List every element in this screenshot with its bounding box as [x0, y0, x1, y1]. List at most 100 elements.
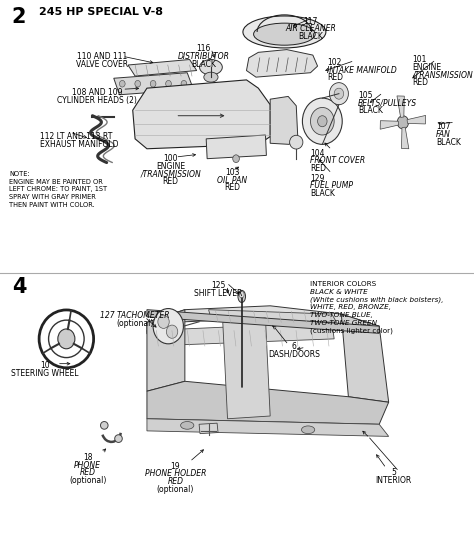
Text: FRONT COVER: FRONT COVER	[310, 156, 365, 165]
Text: 110 AND 111: 110 AND 111	[77, 52, 127, 61]
Circle shape	[233, 155, 239, 163]
Text: 101: 101	[412, 55, 427, 64]
Text: 104: 104	[310, 149, 325, 158]
Text: DASH/DOORS: DASH/DOORS	[268, 349, 320, 358]
Polygon shape	[397, 96, 404, 117]
Polygon shape	[147, 310, 185, 391]
Ellipse shape	[200, 60, 222, 75]
Ellipse shape	[301, 426, 315, 434]
Text: RED: RED	[224, 183, 240, 192]
Ellipse shape	[204, 72, 218, 82]
Ellipse shape	[290, 136, 303, 149]
Ellipse shape	[100, 422, 108, 429]
Text: 100: 100	[164, 154, 178, 163]
Ellipse shape	[239, 291, 244, 298]
Ellipse shape	[181, 422, 194, 429]
Text: RED: RED	[412, 78, 428, 87]
Polygon shape	[147, 306, 379, 337]
Text: DISTRIBUTOR: DISTRIBUTOR	[178, 52, 230, 61]
Text: FUEL PUMP: FUEL PUMP	[310, 181, 354, 190]
Text: 103: 103	[225, 168, 239, 177]
Text: FAN: FAN	[436, 130, 451, 139]
Text: 117: 117	[303, 17, 318, 25]
Text: EXHAUST MANIFOLD: EXHAUST MANIFOLD	[40, 140, 119, 149]
Text: PHONE HOLDER: PHONE HOLDER	[145, 469, 206, 478]
Circle shape	[310, 107, 334, 135]
Circle shape	[166, 80, 172, 87]
Text: (optional): (optional)	[157, 485, 194, 494]
Polygon shape	[147, 322, 334, 346]
Text: /TRANSMISSION: /TRANSMISSION	[140, 170, 201, 179]
Text: 19: 19	[171, 462, 180, 471]
Text: 125: 125	[211, 281, 225, 290]
Text: CYLINDER HEADS (2): CYLINDER HEADS (2)	[57, 96, 137, 105]
Text: 107: 107	[436, 122, 451, 131]
Text: BLACK: BLACK	[191, 60, 216, 68]
Circle shape	[329, 83, 348, 105]
Circle shape	[334, 88, 344, 99]
Text: SPRAY WITH GRAY PRIMER: SPRAY WITH GRAY PRIMER	[9, 194, 96, 200]
Text: BLACK: BLACK	[436, 138, 461, 147]
Polygon shape	[133, 80, 270, 149]
Text: (White cushions with black bolsters),: (White cushions with black bolsters),	[310, 296, 444, 303]
Text: WHITE, RED, BRONZE,: WHITE, RED, BRONZE,	[310, 304, 392, 310]
Text: 108 AND 109: 108 AND 109	[72, 88, 122, 97]
Text: (optional): (optional)	[117, 319, 154, 328]
Ellipse shape	[115, 435, 122, 442]
Text: 129: 129	[310, 174, 325, 182]
Text: (cushions lighter color): (cushions lighter color)	[310, 327, 393, 334]
Text: RED: RED	[310, 164, 327, 173]
Polygon shape	[407, 115, 426, 124]
Text: BLACK: BLACK	[358, 106, 383, 115]
Text: (optional): (optional)	[69, 476, 106, 485]
Polygon shape	[270, 96, 298, 144]
Circle shape	[119, 80, 125, 87]
Polygon shape	[206, 135, 266, 159]
Text: BLACK & WHITE: BLACK & WHITE	[310, 289, 368, 295]
Polygon shape	[114, 73, 193, 95]
Text: BELTS/PULLEYS: BELTS/PULLEYS	[358, 99, 417, 107]
Ellipse shape	[238, 290, 246, 302]
Circle shape	[166, 325, 178, 338]
Text: 4: 4	[12, 277, 27, 297]
Text: OIL PAN: OIL PAN	[217, 176, 247, 185]
Polygon shape	[147, 310, 379, 333]
Circle shape	[318, 116, 327, 127]
Polygon shape	[147, 381, 389, 424]
Text: 105: 105	[358, 91, 373, 100]
Text: 127 TACHOMETER: 127 TACHOMETER	[100, 311, 170, 320]
Circle shape	[158, 315, 169, 328]
Text: NOTE:: NOTE:	[9, 171, 30, 177]
Circle shape	[135, 80, 140, 87]
Text: THEN PAINT WITH COLOR.: THEN PAINT WITH COLOR.	[9, 202, 95, 208]
Polygon shape	[223, 318, 270, 419]
Ellipse shape	[243, 16, 326, 48]
Text: PHONE: PHONE	[74, 461, 101, 469]
Text: BLACK: BLACK	[298, 32, 323, 41]
Text: 112 LT AND 113 RT: 112 LT AND 113 RT	[40, 132, 113, 141]
Text: ENGINE MAY BE PAINTED OR: ENGINE MAY BE PAINTED OR	[9, 179, 103, 185]
Text: 10: 10	[40, 361, 50, 370]
Circle shape	[302, 98, 342, 144]
Polygon shape	[209, 310, 337, 322]
Text: 2: 2	[12, 7, 27, 26]
Text: INTERIOR: INTERIOR	[375, 476, 411, 485]
Text: 6: 6	[292, 342, 296, 350]
Text: TWO-TONE BLUE,: TWO-TONE BLUE,	[310, 312, 374, 318]
Ellipse shape	[254, 23, 315, 45]
Text: LEFT CHROME: TO PAINT, 1ST: LEFT CHROME: TO PAINT, 1ST	[9, 186, 108, 192]
Circle shape	[58, 329, 75, 349]
Circle shape	[181, 80, 187, 87]
Text: RED: RED	[163, 177, 179, 186]
Polygon shape	[246, 50, 318, 77]
Text: TWO-TONE GREEN: TWO-TONE GREEN	[310, 320, 377, 326]
Polygon shape	[380, 121, 399, 129]
Text: SHIFT LEVER: SHIFT LEVER	[194, 289, 242, 298]
Text: /TRANSMISSION: /TRANSMISSION	[412, 71, 473, 79]
Text: RED: RED	[80, 468, 96, 477]
Text: RED: RED	[327, 73, 343, 82]
Polygon shape	[341, 314, 389, 402]
Text: BLACK: BLACK	[310, 189, 335, 198]
Circle shape	[397, 116, 409, 129]
Text: AIR CLEANER: AIR CLEANER	[285, 24, 336, 33]
